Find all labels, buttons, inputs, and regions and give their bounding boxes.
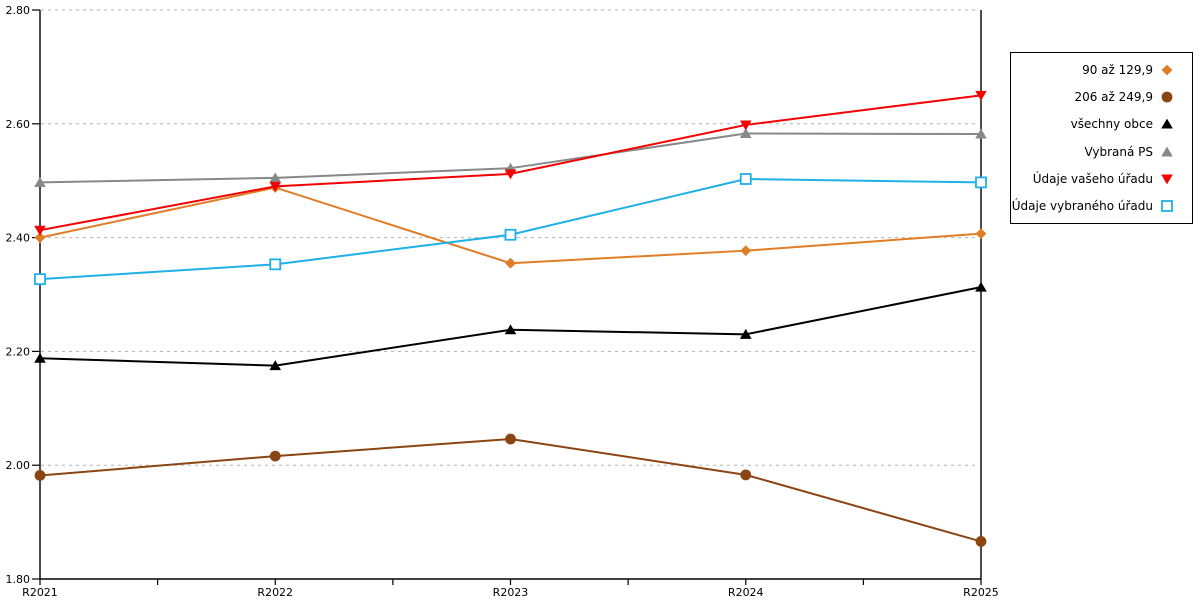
series-markers-0 [34,182,987,269]
series-line-0 [39,186,982,265]
series-markers-4 [34,90,987,236]
legend-item: Údaje vybraného úřadu [1011,193,1174,219]
x-tick-label: R2023 [493,586,529,599]
legend-item: všechny obce [1015,111,1174,137]
y-tick-label: 1.80 [6,573,31,586]
y-tick-label: 2.80 [6,4,31,17]
series-markers-1 [34,433,987,547]
square-open-marker-icon [1161,200,1173,213]
chart-legend: 90 až 129,9 206 až 249,9 všechny obce Vy… [1010,52,1193,224]
series-line-4 [39,94,982,232]
x-tick-label: R2021 [22,586,58,599]
legend-item: Údaje vašeho úřadu [1015,166,1174,192]
gridlines [41,9,977,466]
circle-marker-icon [1161,91,1173,103]
x-tick-label: R2022 [257,586,293,599]
triangle-up-marker-icon [1161,118,1173,129]
series-line-1 [39,438,982,543]
legend-label: Údaje vašeho úřadu [1032,171,1153,186]
legend-label: 206 až 249,9 [1074,89,1153,104]
y-tick-label: 2.20 [6,345,31,358]
diamond-marker-icon [1161,64,1173,76]
legend-item: 90 až 129,9 [1015,57,1174,83]
y-tick-label: 2.00 [6,459,31,472]
legend-item: 206 až 249,9 [1015,84,1174,110]
legend-label: 90 až 129,9 [1082,62,1153,77]
series-markers-5 [34,173,987,286]
legend-label: Údaje vybraného úřadu [1011,199,1153,214]
triangle-down-marker-icon [1161,174,1173,185]
x-tick-label: R2025 [963,586,999,599]
axes [39,10,982,580]
y-tick-label: 2.60 [6,118,31,131]
x-axis-labels: R2021 R2022 R2023 R2024 R2025 [22,586,999,599]
y-axis-labels: 1.80 2.00 2.20 2.40 2.60 2.80 [6,4,40,586]
y-tick-label: 2.40 [6,232,31,245]
triangle-up-marker-icon [1161,146,1173,157]
legend-label: všechny obce [1070,117,1153,132]
legend-item: Vybraná PS [1015,139,1174,165]
x-tick-label: R2024 [728,586,764,599]
legend-label: Vybraná PS [1084,144,1153,159]
series-markers-2 [34,281,987,371]
x-axis-ticks [39,579,982,585]
